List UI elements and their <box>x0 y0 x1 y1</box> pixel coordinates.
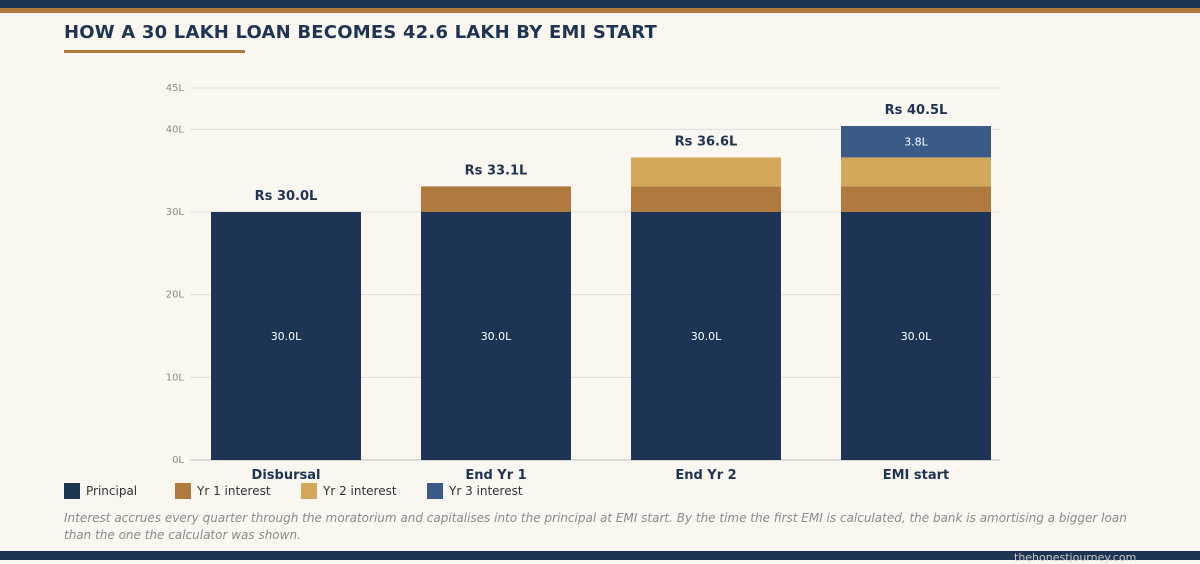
legend-item-principal: Principal <box>64 483 175 499</box>
bar-segment <box>421 212 571 460</box>
legend-swatch-principal <box>64 483 80 499</box>
y-tick-label: 10L <box>166 372 185 383</box>
bar-segment <box>631 212 781 460</box>
bar-segment <box>841 186 991 212</box>
chart-legend: Principal Yr 1 interest Yr 2 interest Yr… <box>64 483 523 499</box>
x-category-label: EMI start <box>883 468 950 483</box>
bar-segment <box>841 126 991 158</box>
y-tick-label: 30L <box>166 207 185 218</box>
bar-total-label: Rs 36.6L <box>675 134 738 149</box>
legend-item-yr2-interest: Yr 2 interest <box>301 483 427 499</box>
y-tick-label: 0L <box>172 455 184 466</box>
bar-segment <box>841 157 991 187</box>
x-category-label: Disbursal <box>252 468 321 483</box>
segment-value-label: 30.0L <box>271 330 302 343</box>
legend-label-yr3-interest: Yr 3 interest <box>449 484 523 498</box>
bar-total-label: Rs 30.0L <box>255 189 318 204</box>
x-category-label: End Yr 1 <box>465 468 526 483</box>
bar-segment <box>631 157 781 187</box>
bar-segment <box>421 186 571 212</box>
legend-item-yr1-interest: Yr 1 interest <box>175 483 301 499</box>
y-tick-label: 20L <box>166 290 185 301</box>
segment-value-label: 30.0L <box>691 330 722 343</box>
legend-label-principal: Principal <box>86 484 138 498</box>
bar-total-label: Rs 40.5L <box>885 103 948 118</box>
legend-item-yr3-interest: Yr 3 interest <box>427 483 523 499</box>
chart-footnote: Interest accrues every quarter through t… <box>64 511 1127 542</box>
legend-swatch-yr3-interest <box>427 483 443 499</box>
chart-title: HOW A 30 LAKH LOAN BECOMES 42.6 LAKH BY … <box>64 22 658 43</box>
bar-total-label: Rs 33.1L <box>465 163 528 178</box>
footer-url: thehonestjourney.com <box>1014 551 1137 564</box>
segment-value-label: 30.0L <box>901 330 932 343</box>
title-underline <box>64 50 245 53</box>
segment-value-label: 30.0L <box>481 330 512 343</box>
top-accent-stripe <box>0 8 1200 13</box>
stacked-bar-chart: 0L 10L 20L 30L 40L 45L 30.0L Rs 30.0L Disbursal 3… <box>166 83 1000 483</box>
x-category-label: End Yr 2 <box>675 468 736 483</box>
top-band <box>0 0 1200 8</box>
segment-value-label: 3.8L <box>904 136 928 149</box>
bar-segment <box>631 186 781 212</box>
legend-swatch-yr1-interest <box>175 483 191 499</box>
bar-segment <box>211 212 361 460</box>
legend-label-yr1-interest: Yr 1 interest <box>197 484 271 498</box>
y-tick-label: 40L <box>166 124 185 135</box>
bar-segment <box>841 212 991 460</box>
legend-label-yr2-interest: Yr 2 interest <box>323 484 397 498</box>
legend-swatch-yr2-interest <box>301 483 317 499</box>
y-tick-label: 45L <box>166 83 185 94</box>
bottom-band <box>0 551 1200 560</box>
